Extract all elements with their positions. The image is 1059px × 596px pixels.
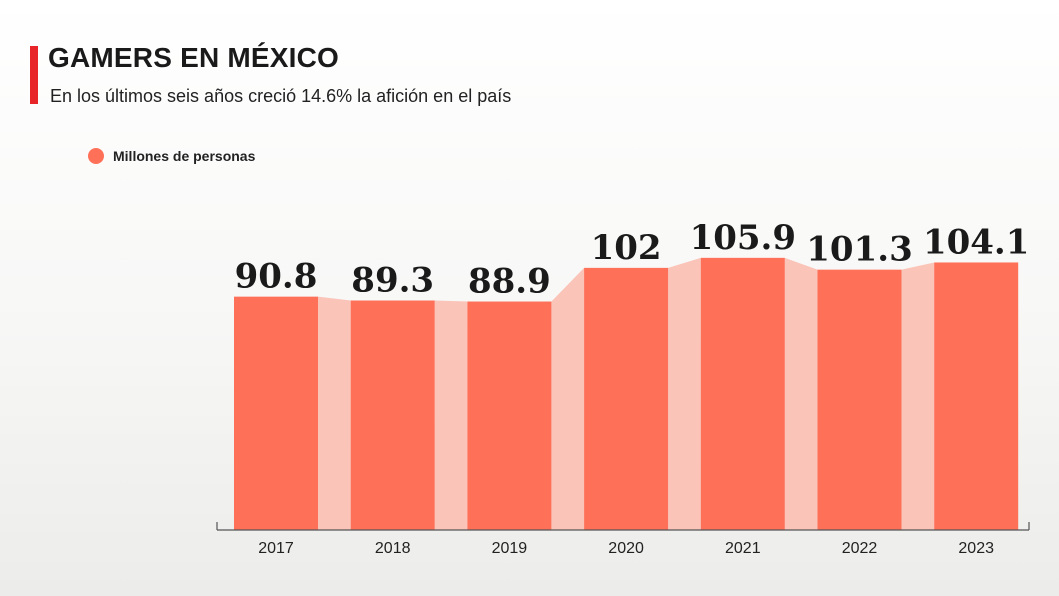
x-axis: 2017 2018 2019 2020 2021 2022 2023 (216, 522, 1030, 557)
chart-title: GAMERS EN MÉXICO (48, 42, 340, 73)
legend: Millones de personas (88, 148, 255, 164)
connector-band-2022-2023 (901, 262, 935, 530)
connector-band-2017-2018 (318, 296, 351, 530)
chart-subtitle: En los últimos seis años creció 14.6% la… (50, 86, 512, 106)
value-label-2020: 102 (591, 228, 662, 268)
value-label-2021: 105.9 (690, 218, 796, 258)
tick-label-2022: 2022 (842, 540, 878, 557)
tick-label-2017: 2017 (258, 540, 294, 557)
legend-swatch (88, 148, 104, 164)
connector-bands (318, 257, 935, 530)
tick-label-2018: 2018 (375, 540, 411, 557)
value-label-2017: 90.8 (235, 257, 318, 297)
connector-band-2018-2019 (434, 300, 468, 530)
value-label-2023: 104.1 (923, 222, 1029, 262)
bars (234, 257, 1019, 530)
bar-2023 (934, 262, 1019, 530)
value-label-2022: 101.3 (806, 230, 912, 270)
connector-band-2021-2022 (784, 257, 818, 530)
connector-band-2019-2020 (551, 267, 585, 530)
bar-2017 (234, 296, 318, 530)
connector-band-2020-2021 (668, 257, 701, 530)
legend-label: Millones de personas (113, 148, 256, 164)
title-accent-bar (30, 46, 38, 104)
tick-label-2019: 2019 (492, 540, 528, 557)
value-label-2018: 89.3 (351, 260, 434, 300)
value-labels: 90.8 89.3 88.9 102 105.9 101.3 104.1 (235, 218, 1030, 302)
tick-label-2021: 2021 (725, 540, 761, 557)
tick-label-2020: 2020 (608, 540, 644, 557)
value-label-2019: 88.9 (468, 262, 551, 302)
bar-2019 (467, 301, 552, 530)
tick-label-2023: 2023 (958, 540, 994, 557)
bar-2020 (584, 267, 669, 530)
bar-2022 (817, 269, 902, 530)
bar-2021 (700, 257, 785, 530)
bar-2018 (350, 300, 435, 530)
